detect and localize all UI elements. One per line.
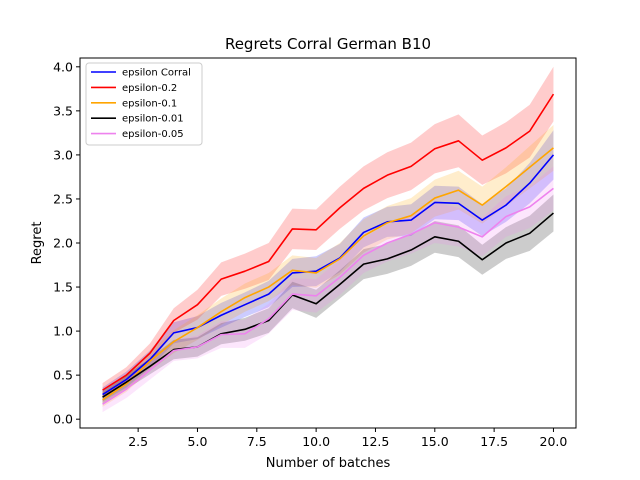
series-line-4	[102, 187, 554, 405]
legend: epsilon Corral epsilon-0.2 epsilon-0.1 epsi…	[85, 62, 203, 146]
y-tick-label: 0.0	[53, 412, 73, 427]
y-tick-label: 1.5	[53, 280, 73, 295]
y-tick-label: 3.5	[53, 103, 73, 118]
series-lines	[102, 93, 555, 405]
legend-label-4: epsilon-0.05	[122, 129, 184, 140]
y-tick-label: 4.0	[53, 59, 73, 74]
x-tick-label: 10.0	[302, 434, 330, 449]
x-tick-label: 7.5	[247, 434, 267, 449]
legend-label-3: epsilon-0.01	[122, 114, 184, 125]
legend-label-2: epsilon-0.1	[122, 98, 177, 109]
series-line-2	[102, 147, 554, 401]
x-tick-label: 12.5	[362, 434, 390, 449]
y-tick-label: 2.0	[53, 236, 73, 251]
x-tick-label: 2.5	[128, 434, 148, 449]
x-tick-label: 17.5	[480, 434, 508, 449]
x-axis-label: Number of batches	[266, 456, 391, 471]
chart-title: Regrets Corral German B10	[225, 35, 431, 53]
legend-label-1: epsilon-0.2	[122, 83, 177, 94]
x-axis: 2.5 5.0 7.5 10.0 12.5 15.0 17.5 20.0	[128, 428, 567, 449]
x-tick-label: 20.0	[540, 434, 568, 449]
y-tick-label: 3.0	[53, 147, 73, 162]
confidence-band-1	[102, 66, 554, 398]
series-line-0	[102, 154, 555, 396]
x-tick-label: 5.0	[188, 434, 208, 449]
y-axis-label: Regret	[30, 222, 45, 265]
x-tick-label: 15.0	[421, 434, 449, 449]
confidence-band-4	[102, 166, 554, 413]
y-axis: 0.0 0.5 1.0 1.5 2.0 2.5 3.0 3.5 4.0	[53, 59, 80, 427]
y-tick-label: 2.5	[53, 191, 73, 206]
legend-label-0: epsilon Corral	[122, 68, 191, 79]
y-tick-label: 0.5	[53, 368, 73, 383]
series-line-1	[102, 93, 555, 391]
y-tick-label: 1.0	[53, 324, 73, 339]
legend-box	[85, 62, 203, 146]
confidence-band-3	[102, 194, 554, 404]
